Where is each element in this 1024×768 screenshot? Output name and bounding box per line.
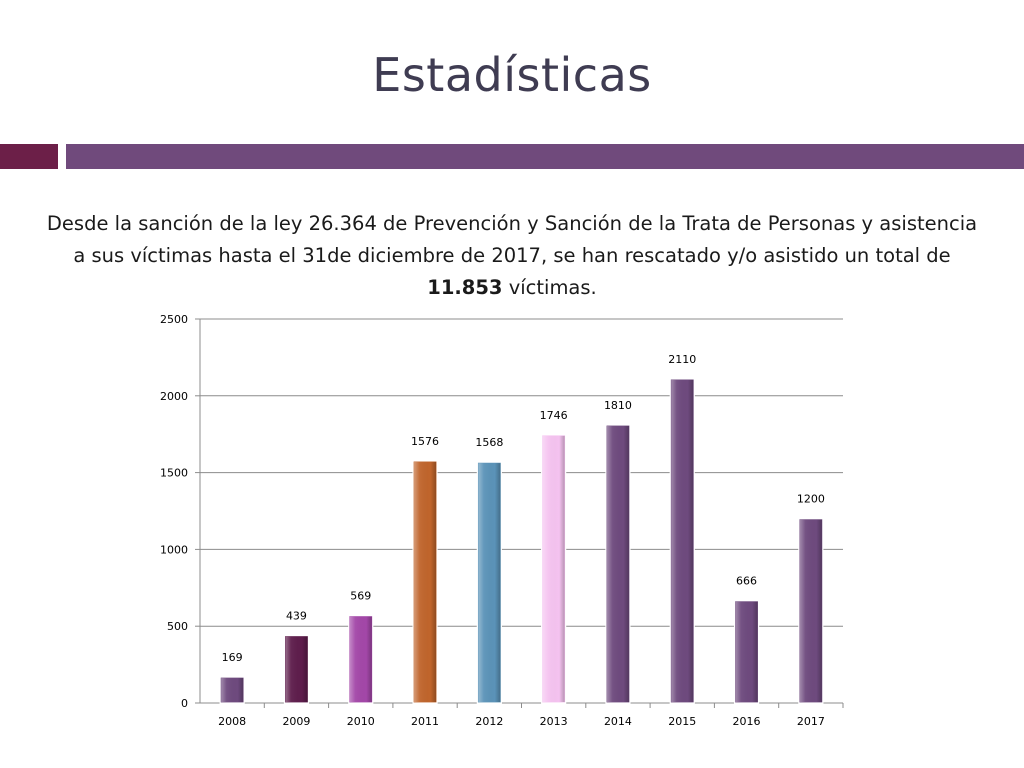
data-label: 1746 — [540, 409, 568, 422]
accent-bar-right — [66, 144, 1024, 169]
description-total: 11.853 — [427, 276, 503, 299]
data-label: 439 — [286, 610, 307, 623]
slide-title: Estadísticas — [372, 48, 652, 102]
x-tick-label: 2013 — [540, 715, 568, 728]
accent-bar-left — [0, 144, 58, 169]
y-tick-label: 0 — [181, 697, 188, 710]
description-text: Desde la sanción de la ley 26.364 de Pre… — [46, 212, 978, 267]
x-tick-label: 2011 — [411, 715, 439, 728]
bar-highlight — [542, 435, 565, 702]
bar-highlight — [478, 463, 501, 702]
bar-highlight — [799, 519, 822, 702]
bar-highlight — [221, 678, 244, 702]
x-tick-label: 2008 — [218, 715, 246, 728]
data-label: 169 — [222, 651, 243, 664]
x-tick-label: 2014 — [604, 715, 632, 728]
y-tick-label: 1500 — [160, 467, 188, 480]
data-label: 1200 — [797, 493, 825, 506]
bar-highlight — [349, 616, 372, 702]
data-label: 1568 — [475, 436, 503, 449]
bars — [219, 378, 824, 704]
bar-highlight — [414, 461, 437, 702]
data-labels: 169 439 569 1576 1568 1746 1810 2110 666 1200 — [222, 353, 825, 664]
x-tick-label: 2016 — [733, 715, 761, 728]
x-tick-label: 2012 — [475, 715, 503, 728]
slide-description: Desde la sanción de la ley 26.364 de Pre… — [40, 208, 984, 304]
bar-highlight — [735, 601, 758, 702]
data-label: 666 — [736, 575, 757, 588]
x-tick-label: 2015 — [668, 715, 696, 728]
bar-highlight — [671, 379, 694, 702]
y-tick-label: 2500 — [160, 313, 188, 326]
y-tick-label: 2000 — [160, 390, 188, 403]
x-tick-label: 2017 — [797, 715, 825, 728]
data-label: 2110 — [668, 353, 696, 366]
data-label: 569 — [350, 590, 371, 603]
x-tick-label: 2010 — [347, 715, 375, 728]
data-label: 1810 — [604, 399, 632, 412]
bar-highlight — [285, 636, 308, 702]
description-suffix: víctimas. — [502, 276, 597, 299]
data-label: 1576 — [411, 435, 439, 448]
y-tick-label: 500 — [167, 620, 188, 633]
bar-highlight — [606, 425, 629, 702]
y-tick-label: 1000 — [160, 543, 188, 556]
x-tick-label: 2009 — [282, 715, 310, 728]
